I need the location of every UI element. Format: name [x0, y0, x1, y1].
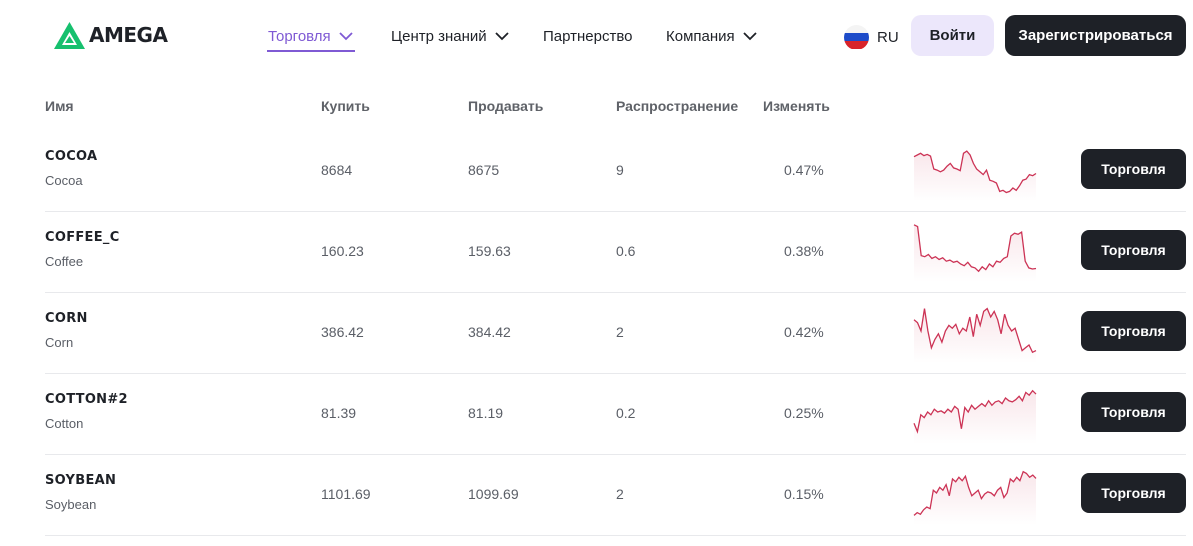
- sell-price: 1099.69: [468, 486, 519, 502]
- sparkline-area: [914, 471, 1036, 525]
- trade-button[interactable]: Торговля: [1081, 311, 1186, 351]
- column-header-buy: Купить: [321, 98, 370, 114]
- logo[interactable]: AMEGA: [54, 21, 168, 49]
- login-button[interactable]: Войти: [911, 15, 994, 56]
- sparkline-line: [913, 224, 1037, 273]
- spread-value: 9: [616, 162, 624, 178]
- price-sparkline: [913, 470, 1037, 525]
- nav-knowledge-center[interactable]: Центр знаний: [391, 24, 509, 48]
- chevron-down-icon: [743, 31, 757, 40]
- change-value: 0.15%: [784, 486, 824, 502]
- instrument-symbol[interactable]: COTTON#2: [45, 392, 128, 407]
- buy-price: 160.23: [321, 243, 364, 259]
- sparkline-line: [913, 307, 1037, 354]
- nav-partnership-label: Партнерство: [543, 27, 633, 45]
- nav-knowledge-center-label: Центр знаний: [391, 27, 487, 45]
- table-row: COFFEE_C Coffee 160.23 159.63 0.6 0.38% Торгов…: [45, 211, 1186, 293]
- instrument-symbol[interactable]: COCOA: [45, 149, 98, 164]
- column-header-spread: Распространение: [616, 98, 739, 114]
- instrument-name: Cocoa: [45, 173, 83, 188]
- spread-value: 0.6: [616, 243, 636, 259]
- instrument-name: Coffee: [45, 254, 84, 269]
- price-sparkline: [913, 150, 1037, 201]
- nav-active-underline: [267, 50, 355, 52]
- instrument-symbol[interactable]: CORN: [45, 311, 88, 326]
- logo-text: AMEGA: [89, 23, 168, 47]
- buy-price: 1101.69: [321, 486, 371, 502]
- chevron-down-icon: [495, 31, 509, 40]
- change-value: 0.47%: [784, 162, 824, 178]
- russia-flag-icon: [844, 24, 869, 50]
- spread-value: 2: [616, 324, 624, 340]
- nav-trading-label: Торговля: [268, 27, 331, 45]
- price-sparkline: [913, 389, 1037, 444]
- trade-button[interactable]: Торговля: [1081, 149, 1186, 189]
- instrument-name: Corn: [45, 335, 74, 350]
- buy-price: 8684: [321, 162, 353, 178]
- register-button[interactable]: Зарегистрироваться: [1005, 15, 1186, 56]
- sell-price: 81.19: [468, 405, 504, 421]
- trade-button[interactable]: Торговля: [1081, 392, 1186, 432]
- spread-value: 2: [616, 486, 624, 502]
- amega-logo-mark: [54, 21, 85, 49]
- trade-button[interactable]: Торговля: [1081, 230, 1186, 270]
- table-row: SOYBEAN Soybean 1101.69 1099.69 2 0.15% Торгов…: [45, 454, 1186, 536]
- buy-price: 81.39: [321, 405, 357, 421]
- nav-partnership[interactable]: Партнерство: [543, 24, 633, 48]
- nav-company[interactable]: Компания: [666, 24, 757, 48]
- instrument-symbol[interactable]: SOYBEAN: [45, 473, 117, 488]
- table-row: COCOA Cocoa 8684 8675 9 0.47% Торговля: [45, 130, 1186, 212]
- instrument-name: Soybean: [45, 497, 97, 512]
- chevron-down-icon: [339, 31, 353, 40]
- sparkline-area: [914, 390, 1036, 444]
- sell-price: 159.63: [468, 243, 511, 259]
- sparkline-line: [913, 389, 1037, 434]
- change-value: 0.38%: [784, 243, 824, 259]
- nav-company-label: Компания: [666, 27, 735, 45]
- column-header-change: Изменять: [763, 98, 830, 114]
- sparkline-area: [914, 224, 1036, 282]
- column-header-name: Имя: [45, 98, 74, 114]
- sparkline-area: [914, 308, 1036, 363]
- price-sparkline: [913, 307, 1037, 363]
- spread-value: 0.2: [616, 405, 636, 421]
- table-row: COTTON#2 Cotton 81.39 81.19 0.2 0.25% Торговля: [45, 373, 1186, 455]
- instrument-name: Cotton: [45, 416, 84, 431]
- language-label: RU: [877, 28, 899, 46]
- language-selector[interactable]: RU: [844, 24, 899, 50]
- sparkline-line: [913, 150, 1037, 194]
- table-row: CORN Corn 386.42 384.42 2 0.42% Торговля: [45, 292, 1186, 374]
- nav-trading[interactable]: Торговля: [268, 24, 353, 48]
- change-value: 0.42%: [784, 324, 824, 340]
- instrument-symbol[interactable]: COFFEE_C: [45, 230, 120, 245]
- trade-button[interactable]: Торговля: [1081, 473, 1186, 513]
- site-header: AMEGA Торговля Центр знаний Партнерство …: [0, 0, 1193, 72]
- column-header-sell: Продавать: [468, 98, 544, 114]
- price-sparkline: [913, 224, 1037, 282]
- sparkline-line: [913, 470, 1037, 516]
- buy-price: 386.42: [321, 324, 364, 340]
- sparkline-area: [914, 151, 1036, 201]
- sell-price: 384.42: [468, 324, 511, 340]
- sell-price: 8675: [468, 162, 500, 178]
- change-value: 0.25%: [784, 405, 824, 421]
